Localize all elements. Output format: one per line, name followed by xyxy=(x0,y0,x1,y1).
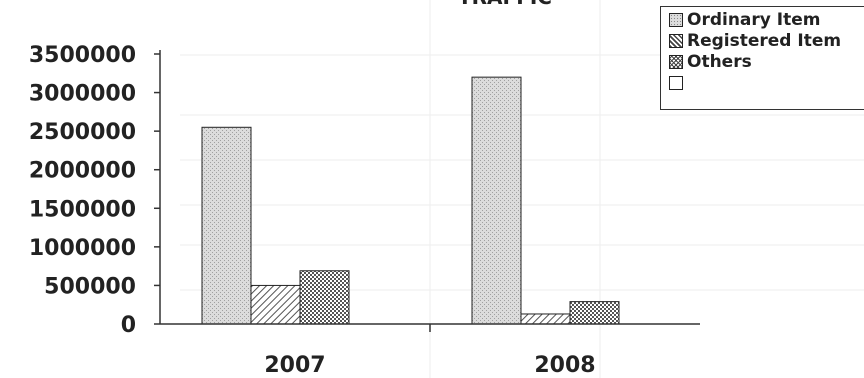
y-tick-label: 0 xyxy=(121,313,136,338)
bar-ordinary-item-2007 xyxy=(201,126,252,325)
y-axis-ticks: 0 500000 1000000 1500000 2000000 2500000 30000… xyxy=(29,43,160,338)
axes-group xyxy=(159,50,700,332)
y-tick-label: 2500000 xyxy=(29,120,136,145)
x-category-label: 2007 xyxy=(264,353,325,378)
legend-item: Others xyxy=(669,51,864,72)
legend-swatch xyxy=(669,54,683,69)
legend-label: Registered Item xyxy=(687,30,842,51)
legend-item xyxy=(669,72,864,93)
x-category-label: 2008 xyxy=(534,353,595,378)
bar-registered-item-2007 xyxy=(250,284,301,325)
legend-item: Registered Item xyxy=(669,30,864,51)
y-tick-label: 1500000 xyxy=(29,197,136,222)
bar-registered-item-2008 xyxy=(520,313,571,325)
y-tick-label: 3500000 xyxy=(29,43,136,68)
bar-others-2008 xyxy=(569,301,620,325)
chart-title: TRAFFIC xyxy=(458,0,552,9)
y-tick-label: 2000000 xyxy=(29,159,136,184)
bars-group xyxy=(201,76,620,325)
legend-label: Ordinary Item xyxy=(687,9,821,30)
legend: Ordinary Item Registered Item Others xyxy=(660,6,864,110)
bar-ordinary-item-2008 xyxy=(471,76,522,325)
y-tick-label: 1000000 xyxy=(29,236,136,261)
legend-item: Ordinary Item xyxy=(669,9,864,30)
y-tick-label: 3000000 xyxy=(29,82,136,107)
bar-others-2007 xyxy=(299,270,350,325)
legend-label: Others xyxy=(687,51,752,72)
legend-swatch xyxy=(669,75,683,90)
x-axis-labels: 2007 2008 xyxy=(264,353,595,378)
legend-swatch xyxy=(669,33,683,48)
y-tick-label: 500000 xyxy=(44,274,136,299)
legend-swatch xyxy=(669,12,683,27)
